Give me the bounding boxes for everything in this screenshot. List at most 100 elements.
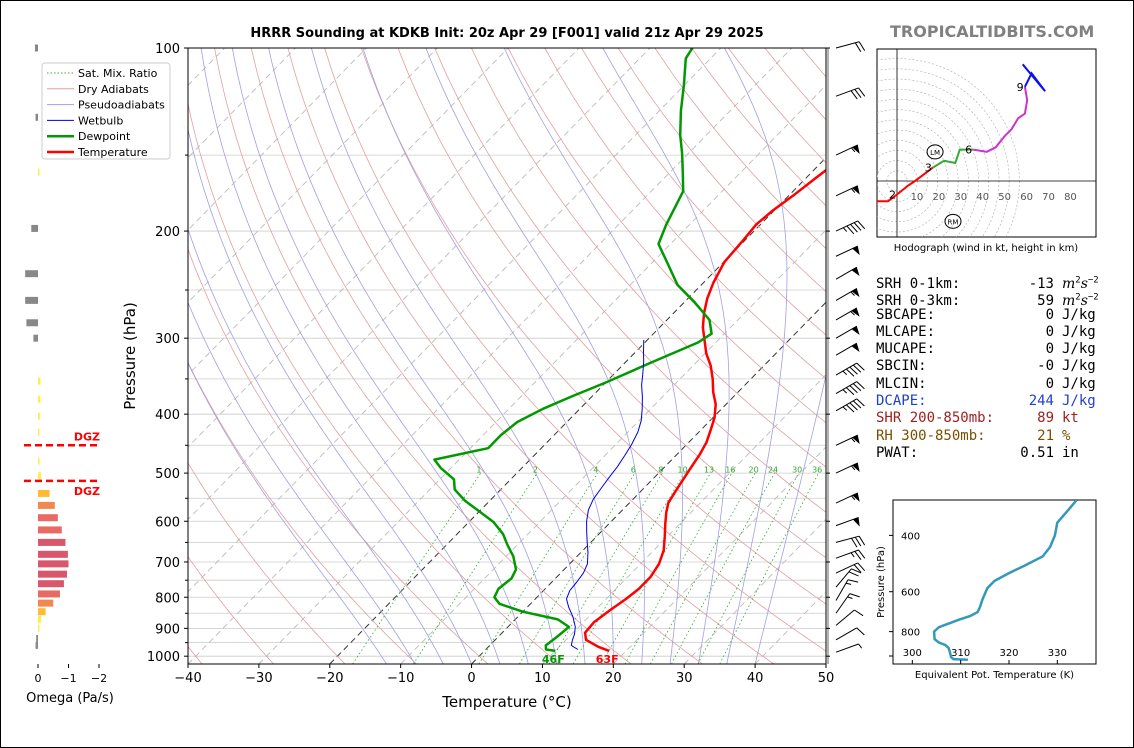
barb-half (850, 291, 855, 296)
isotherm-line (188, 48, 509, 376)
barb-full (849, 366, 858, 375)
omega-bar (34, 44, 38, 52)
x-tick-label: 20 (605, 671, 622, 686)
y-tick-label: 200 (155, 225, 180, 240)
profile-temperature (583, 168, 826, 653)
y-tick-label: 600 (155, 515, 180, 530)
isotherm-line (400, 229, 826, 664)
x-tick-label: 50 (818, 671, 835, 686)
dry-adiabat (188, 361, 417, 664)
legend: Sat. Mix. Ratio Dry Adiabats Pseudoadiabat… (41, 62, 171, 160)
barb-flag (852, 185, 860, 195)
hodograph-trace (932, 148, 974, 169)
stats-value: 0 (1045, 323, 1054, 340)
barb-half (858, 643, 863, 649)
stats-label: SBCAPE: (876, 306, 936, 323)
dry-adiabat (544, 48, 826, 380)
isotherm-line (258, 84, 826, 664)
hodograph-ring-label: 30 (954, 192, 967, 203)
wind-barb (835, 593, 860, 614)
barb-shaft (835, 462, 858, 474)
barb-half (851, 437, 856, 443)
stats-value: 0.51 (1020, 444, 1054, 461)
barb-full (852, 383, 862, 392)
wind-barb (835, 643, 863, 653)
y-tick-label: 800 (155, 591, 180, 606)
barb-full (854, 536, 862, 547)
isotherm-line (188, 48, 722, 593)
barb-full (854, 89, 862, 98)
mixing-ratio-line (413, 472, 538, 664)
barb-half (845, 582, 852, 585)
wind-barb (835, 342, 860, 356)
legend-label: Wetbulb (78, 114, 123, 127)
wind-barb (835, 144, 860, 156)
barb-full (854, 609, 864, 617)
mixing-ratio-label: 13 (704, 466, 714, 475)
barb-half (842, 227, 848, 232)
theta-y-axis-label: Pressure (hPa) (876, 546, 887, 618)
wind-barb (835, 87, 866, 100)
wind-barb (835, 185, 860, 197)
barb-full (847, 579, 859, 583)
omega-bar (33, 334, 38, 342)
wind-barb (835, 220, 866, 235)
legend-label: Pseudoadiabats (78, 99, 165, 112)
y-axis-label: Pressure (hPa) (121, 302, 139, 410)
stats-row: MLCAPE: 0 J/kg (876, 324, 1099, 341)
barb-full (856, 398, 865, 407)
barb-full (853, 222, 862, 231)
mixing-ratio-label: 20 (749, 466, 759, 475)
wind-barb (835, 362, 865, 377)
mixing-ratio-line (352, 472, 482, 664)
hodograph-trace (877, 166, 934, 203)
barb-shaft (835, 549, 859, 559)
omega-tick-label: 0 (35, 672, 42, 685)
wind-barb (835, 627, 865, 641)
omega-bar (38, 428, 40, 436)
stats-value: 59 (1037, 292, 1054, 309)
x-tick-label: 0 (467, 671, 475, 686)
omega-bar (35, 113, 38, 121)
y-tick-label: 400 (155, 408, 180, 423)
wind-barb (835, 266, 860, 280)
hodograph-caption: Hodograph (wind in kt, height in km) (894, 243, 1079, 254)
x-tick-label: −30 (245, 671, 272, 686)
omega-bar (38, 599, 54, 607)
theta-x-tick-label: 320 (999, 648, 1018, 659)
dry-adiabat (214, 48, 632, 664)
wind-barb (835, 562, 866, 574)
wind-barb (835, 535, 866, 548)
barb-full (858, 549, 866, 559)
barb-half (851, 465, 856, 471)
barb-shaft (835, 516, 859, 527)
isotherm-line (188, 48, 651, 520)
surface-dewpoint-label: 46F (542, 653, 565, 666)
pseudoadiabat (268, 48, 557, 664)
omega-bar (25, 270, 38, 278)
hodograph-trace (1021, 63, 1046, 92)
stats-row: SHR 200-850mb: 89 kt (876, 410, 1099, 427)
stats-unit: m2s−2 (1062, 275, 1099, 292)
profile-dewpoint (433, 48, 713, 653)
hodograph-height-label: 1 (860, 188, 867, 201)
omega-bar (38, 550, 68, 558)
x-tick-label: −10 (387, 671, 414, 686)
stats-value: 0 (1045, 341, 1054, 358)
barb-flag (852, 435, 860, 445)
mixing-ratio-label: 1 (476, 466, 481, 475)
barb-full (846, 387, 855, 396)
stats-unit: m2s−2 (1062, 292, 1099, 309)
stats-row: MLCIN: 0 J/kg (876, 376, 1099, 393)
y-tick-label: 500 (155, 467, 180, 482)
mixing-ratio-label: 8 (658, 466, 663, 475)
hodograph-height-label: 9 (1017, 81, 1024, 94)
isotherm-line (188, 48, 793, 664)
stats-label: SRH 0-3km: (876, 292, 961, 309)
y-tick-label: 900 (155, 622, 180, 637)
omega-bar (38, 615, 42, 623)
x-tick-label: 10 (534, 671, 551, 686)
hodograph-ring-label: 40 (976, 192, 989, 203)
barb-flag (852, 492, 860, 502)
